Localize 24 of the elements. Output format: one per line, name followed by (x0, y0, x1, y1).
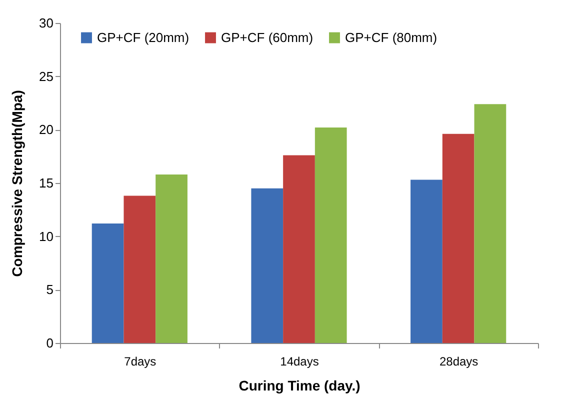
y-tick-label: 10 (39, 228, 54, 244)
bar (251, 188, 284, 343)
bar (156, 174, 188, 343)
bar (314, 128, 347, 343)
y-tick-label: 30 (39, 16, 54, 30)
legend-label: GP+CF (20mm) (97, 30, 190, 45)
bar (124, 196, 156, 343)
x-tick-label: 14days (280, 354, 319, 368)
y-tick-label: 15 (39, 176, 54, 190)
bar (474, 104, 506, 343)
bar (410, 180, 442, 343)
x-tick-label: 7days (124, 354, 156, 368)
bar (92, 224, 124, 343)
y-tick-label: 0 (46, 336, 54, 350)
y-axis-title: Compressive Strength(Mpa) (9, 90, 26, 277)
x-tick-label: 28days (439, 354, 478, 368)
x-axis-title: Curing Time (day.) (238, 378, 360, 394)
y-tick-label: 25 (39, 68, 54, 84)
legend-label: GP+CF (60mm) (221, 30, 314, 45)
y-tick-label: 5 (46, 282, 54, 298)
bar (283, 155, 315, 343)
y-tick-label: 20 (39, 122, 54, 138)
legend-label: GP+CF (80mm) (345, 30, 438, 45)
bar (442, 134, 474, 343)
